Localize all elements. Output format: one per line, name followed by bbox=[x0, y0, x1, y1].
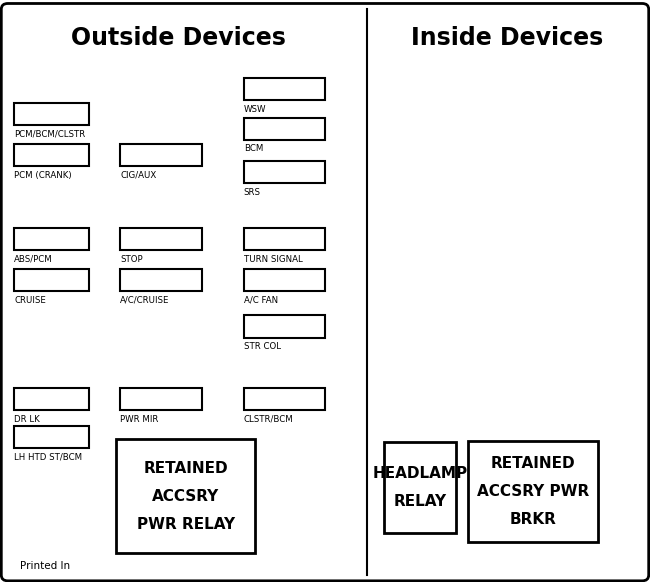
Text: RELAY: RELAY bbox=[393, 494, 447, 509]
Text: BRKR: BRKR bbox=[510, 512, 556, 527]
Bar bbox=[244, 118, 325, 140]
Text: CRUISE: CRUISE bbox=[14, 296, 46, 304]
Text: CIG/AUX: CIG/AUX bbox=[120, 171, 157, 179]
Text: Outside Devices: Outside Devices bbox=[72, 26, 286, 50]
Text: WSW: WSW bbox=[244, 105, 266, 113]
Bar bbox=[244, 315, 325, 338]
Text: PWR MIR: PWR MIR bbox=[120, 415, 159, 424]
Text: A/C FAN: A/C FAN bbox=[244, 296, 278, 304]
Text: ACCSRY: ACCSRY bbox=[152, 489, 219, 503]
Text: SRS: SRS bbox=[244, 188, 261, 197]
Text: RETAINED: RETAINED bbox=[143, 461, 228, 475]
Bar bbox=[244, 388, 325, 410]
Text: DR LK: DR LK bbox=[14, 415, 40, 424]
Bar bbox=[14, 228, 89, 250]
Text: HEADLAMP: HEADLAMP bbox=[372, 466, 467, 481]
Bar bbox=[120, 388, 202, 410]
Bar bbox=[244, 269, 325, 291]
Text: PWR RELAY: PWR RELAY bbox=[136, 517, 235, 531]
Bar bbox=[14, 388, 89, 410]
FancyBboxPatch shape bbox=[1, 3, 649, 581]
Text: BCM: BCM bbox=[244, 144, 263, 153]
Text: LH HTD ST/BCM: LH HTD ST/BCM bbox=[14, 453, 83, 462]
Text: Printed In: Printed In bbox=[20, 560, 70, 571]
Bar bbox=[244, 78, 325, 100]
Bar bbox=[244, 161, 325, 183]
Bar bbox=[14, 144, 89, 166]
Bar bbox=[14, 103, 89, 125]
Text: STOP: STOP bbox=[120, 255, 143, 264]
Bar bbox=[468, 441, 598, 542]
Text: PCM/BCM/CLSTR: PCM/BCM/CLSTR bbox=[14, 130, 86, 139]
Text: TURN SIGNAL: TURN SIGNAL bbox=[244, 255, 302, 264]
Bar bbox=[120, 144, 202, 166]
Bar bbox=[120, 269, 202, 291]
Bar bbox=[120, 228, 202, 250]
Text: Inside Devices: Inside Devices bbox=[411, 26, 603, 50]
Text: STR COL: STR COL bbox=[244, 342, 281, 351]
Bar bbox=[244, 228, 325, 250]
Text: RETAINED: RETAINED bbox=[491, 456, 575, 471]
Text: CLSTR/BCM: CLSTR/BCM bbox=[244, 415, 294, 424]
Text: A/C/CRUISE: A/C/CRUISE bbox=[120, 296, 170, 304]
Bar bbox=[384, 442, 456, 533]
Bar bbox=[14, 269, 89, 291]
Text: ACCSRY PWR: ACCSRY PWR bbox=[477, 484, 589, 499]
Text: PCM (CRANK): PCM (CRANK) bbox=[14, 171, 72, 179]
Bar bbox=[116, 439, 255, 553]
Text: ABS/PCM: ABS/PCM bbox=[14, 255, 53, 264]
Bar bbox=[14, 426, 89, 448]
